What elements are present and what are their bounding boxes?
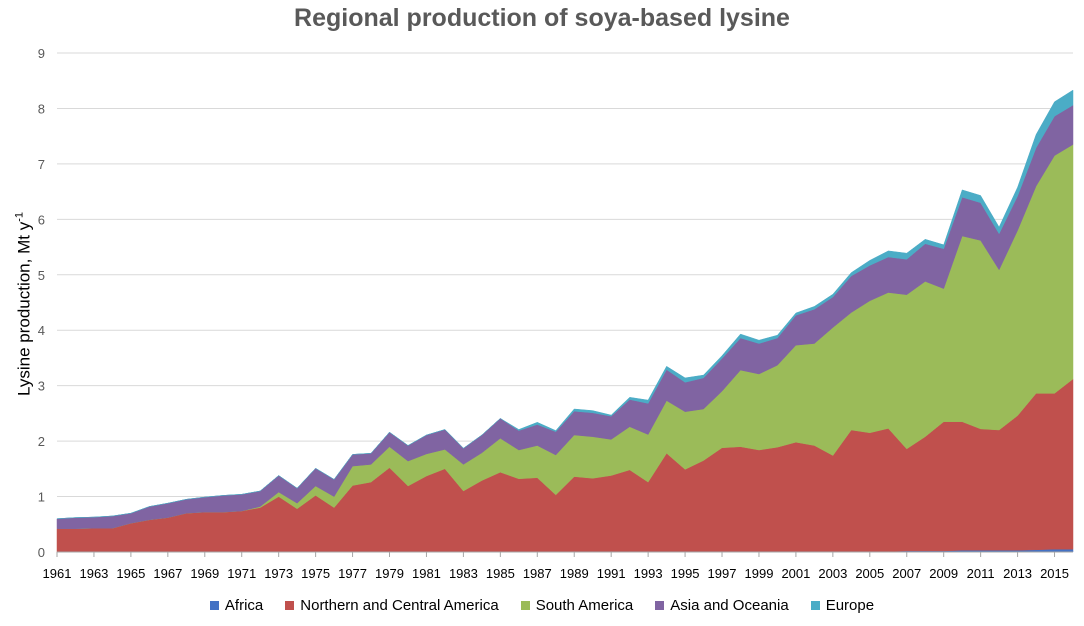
legend-swatch <box>285 601 295 610</box>
y-tick-label: 1 <box>38 490 45 505</box>
x-tick-label: 1997 <box>708 566 737 581</box>
y-tick-label: 6 <box>38 212 45 227</box>
x-tick-label: 1989 <box>560 566 589 581</box>
x-tick-label: 1975 <box>301 566 330 581</box>
x-tick-label: 2015 <box>1040 566 1069 581</box>
legend-item: South America <box>520 597 634 614</box>
legend-label: Europe <box>825 597 875 614</box>
x-tick-label: 2007 <box>892 566 921 581</box>
x-tick-label: 1967 <box>153 566 182 581</box>
axes: 0 1 2 3 4 5 6 7 8 9 1961 1963 1965 1967 1969 1971 1973 19… <box>38 46 1073 581</box>
legend-swatch <box>810 601 820 610</box>
y-axis-label-superscript: -1 <box>13 212 26 222</box>
x-tick-label: 1993 <box>634 566 663 581</box>
x-tick-label: 1965 <box>116 566 145 581</box>
x-tick-label: 2009 <box>929 566 958 581</box>
x-tick-label: 2013 <box>1003 566 1032 581</box>
series-areas <box>56 89 1074 553</box>
x-tick-label: 1977 <box>338 566 367 581</box>
x-tick-label: 1991 <box>597 566 626 581</box>
x-tick-label: 1995 <box>671 566 700 581</box>
area-series-europe <box>56 89 1074 519</box>
legend-item: Africa <box>209 597 264 614</box>
legend-label: South America <box>535 597 634 614</box>
legend-label: Asia and Oceania <box>670 597 789 614</box>
y-tick-label: 5 <box>38 268 45 283</box>
x-tick-label: 2003 <box>818 566 847 581</box>
legend-swatch <box>655 601 665 610</box>
x-tick-label: 1981 <box>412 566 441 581</box>
x-tick-label: 1971 <box>227 566 256 581</box>
y-tick-label: 2 <box>38 434 45 449</box>
y-tick-label: 3 <box>38 379 45 394</box>
legend-swatch <box>209 601 219 610</box>
x-tick-label: 1987 <box>523 566 552 581</box>
x-tick-label: 1969 <box>190 566 219 581</box>
legend-label: Africa <box>224 597 264 614</box>
y-tick-label: 8 <box>38 101 45 116</box>
x-tick-label: 1979 <box>375 566 404 581</box>
y-tick-label: 7 <box>38 157 45 172</box>
x-tick-label: 1961 <box>43 566 72 581</box>
legend-item: Northern and Central America <box>285 597 499 614</box>
y-axis-label-text: Lysine production, Mt y <box>14 221 34 396</box>
legend-label: Northern and Central America <box>300 597 499 614</box>
legend-item: Asia and Oceania <box>655 597 789 614</box>
x-tick-label: 2001 <box>781 566 810 581</box>
x-tick-label: 1973 <box>264 566 293 581</box>
x-tick-label: 1983 <box>449 566 478 581</box>
y-tick-label: 9 <box>38 46 45 61</box>
x-tick-label: 1999 <box>745 566 774 581</box>
legend: Africa Northern and Central America South … <box>0 597 1084 614</box>
x-tick-label: 1963 <box>79 566 108 581</box>
y-tick-label: 0 <box>38 545 45 560</box>
y-axis-label: Lysine production, Mt y-1 <box>14 212 35 396</box>
x-tick-label: 2005 <box>855 566 884 581</box>
y-tick-label: 4 <box>38 323 45 338</box>
x-tick-label: 2011 <box>967 566 995 581</box>
legend-swatch <box>520 601 530 610</box>
x-tick-label: 1985 <box>486 566 515 581</box>
legend-item: Europe <box>810 597 875 614</box>
chart-title: Regional production of soya-based lysine <box>294 4 790 32</box>
